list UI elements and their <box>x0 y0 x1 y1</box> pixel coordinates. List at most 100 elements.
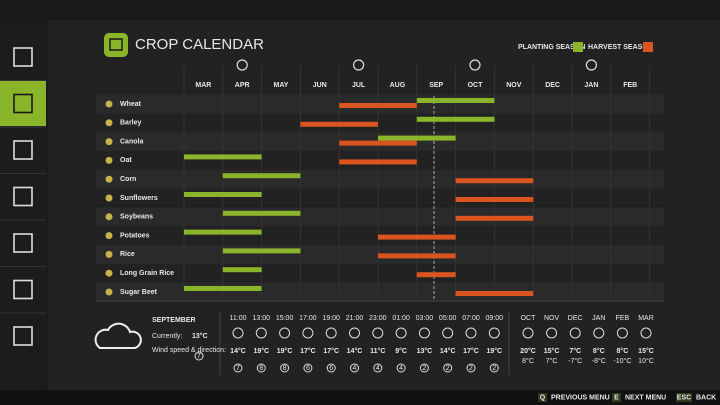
crop-icon <box>105 250 113 258</box>
hour-time: 21:00 <box>346 315 364 322</box>
key-letter: E <box>614 394 619 401</box>
forecast-low: 10°C <box>638 357 654 365</box>
hour-icon <box>465 327 477 339</box>
hour-wind: 4 <box>353 365 357 372</box>
harvest-bar <box>339 103 417 108</box>
sidebar-icon[interactable] <box>13 140 33 160</box>
legend-swatch <box>643 42 653 52</box>
forecast-high: 15°C <box>544 347 560 355</box>
wind-label: Wind speed & direction: <box>152 347 226 354</box>
legend-label: HARVEST SEASON <box>588 44 653 51</box>
hour-temp: 9°C <box>395 347 407 355</box>
sidebar-icon[interactable] <box>13 279 33 300</box>
hour-wind-circle <box>466 363 476 373</box>
crop-icon <box>105 269 113 277</box>
hour-temp: 11°C <box>370 347 385 355</box>
sidebar-icon[interactable] <box>13 186 33 207</box>
sidebar-icon[interactable] <box>13 233 33 253</box>
crop-icon <box>105 288 113 296</box>
hour-time: 05:00 <box>439 315 457 322</box>
sidebar-icon[interactable] <box>13 93 33 114</box>
crop-icon <box>105 232 113 240</box>
sidebar-selected[interactable] <box>0 80 46 126</box>
hour-wind: 2 <box>469 365 473 372</box>
month-label: JAN <box>584 82 598 89</box>
hour-wind: 2 <box>492 365 496 372</box>
current-label: Currently: <box>152 333 182 340</box>
harvest-bar <box>455 291 534 296</box>
hour-wind: 4 <box>399 365 403 372</box>
forecast-low: -8°C <box>592 357 606 365</box>
crop-icon <box>105 100 113 108</box>
hour-time: 03:00 <box>416 315 434 322</box>
sidebar-icon[interactable] <box>13 47 33 67</box>
hour-wind-circle <box>350 363 359 373</box>
month-label: FEB <box>623 82 637 89</box>
crop-name: Barley <box>120 120 142 127</box>
forecast-icon <box>616 327 628 339</box>
hour-icon <box>488 327 500 339</box>
crop-name: Rice <box>120 251 135 258</box>
crop-icon <box>105 156 113 164</box>
hour-wind-circle <box>443 363 453 373</box>
planting-bar <box>222 210 301 216</box>
hour-icon <box>232 327 244 339</box>
planting-bar <box>222 248 301 254</box>
hour-temp: 14°C <box>440 347 456 355</box>
forecast-month: OCT <box>521 315 537 322</box>
planting-bar <box>222 267 262 273</box>
key-badge[interactable] <box>612 393 621 402</box>
key-badge[interactable] <box>676 393 692 402</box>
key-label[interactable]: PREVIOUS MENU <box>551 394 610 401</box>
key-label[interactable]: NEXT MENU <box>625 394 666 401</box>
crop-icon <box>105 119 113 127</box>
title-icon <box>104 33 128 57</box>
hour-time: 09:00 <box>486 315 504 322</box>
legend-swatch <box>573 42 583 52</box>
harvest-bar <box>455 197 534 202</box>
planting-bar <box>184 286 262 291</box>
sidebar-icon[interactable] <box>13 326 33 346</box>
crop-name: Oat <box>120 157 132 164</box>
hour-icon <box>302 327 314 339</box>
forecast-month: NOV <box>544 315 560 322</box>
hour-wind-circle <box>256 363 266 373</box>
month-label: DEC <box>545 82 560 89</box>
harvest-bar <box>416 272 456 278</box>
month-label: NOV <box>506 82 522 89</box>
forecast-icon <box>569 327 581 339</box>
hour-wind-circle <box>373 363 383 373</box>
hour-icon <box>255 327 267 339</box>
hour-temp: 14°C <box>347 347 363 355</box>
month-label: JUL <box>352 82 366 89</box>
forecast-month: FEB <box>616 315 630 322</box>
forecast-low: -7°C <box>568 357 582 365</box>
crop-name: Corn <box>120 176 136 183</box>
month-label: APR <box>235 82 250 89</box>
hour-temp: 17°C <box>300 347 316 355</box>
main-panel <box>48 20 720 390</box>
hour-wind: 8 <box>283 365 287 372</box>
hour-wind: 7 <box>236 365 240 372</box>
hour-wind: 8 <box>259 365 263 372</box>
forecast-month: MAR <box>638 315 654 322</box>
row-band <box>96 169 664 189</box>
legend-label: PLANTING SEASON <box>518 44 585 51</box>
month-label: MAY <box>274 82 289 89</box>
harvest-bar <box>339 159 417 165</box>
key-badge[interactable] <box>538 393 547 402</box>
hour-wind-circle <box>326 363 336 373</box>
hour-temp: 19°C <box>486 347 502 355</box>
harvest-bar <box>339 140 417 146</box>
hour-wind: 4 <box>376 365 380 372</box>
hour-time: 13:00 <box>253 315 271 322</box>
month-label: AUG <box>390 82 406 89</box>
key-label[interactable]: BACK <box>696 394 716 401</box>
planting-bar <box>222 173 301 179</box>
crop-icon <box>105 213 113 221</box>
crop-icon <box>105 175 113 183</box>
forecast-icon <box>640 327 652 339</box>
forecast-high: 20°C <box>520 347 536 355</box>
forecast-icon <box>546 327 558 339</box>
forecast-low: 8°C <box>522 357 534 365</box>
